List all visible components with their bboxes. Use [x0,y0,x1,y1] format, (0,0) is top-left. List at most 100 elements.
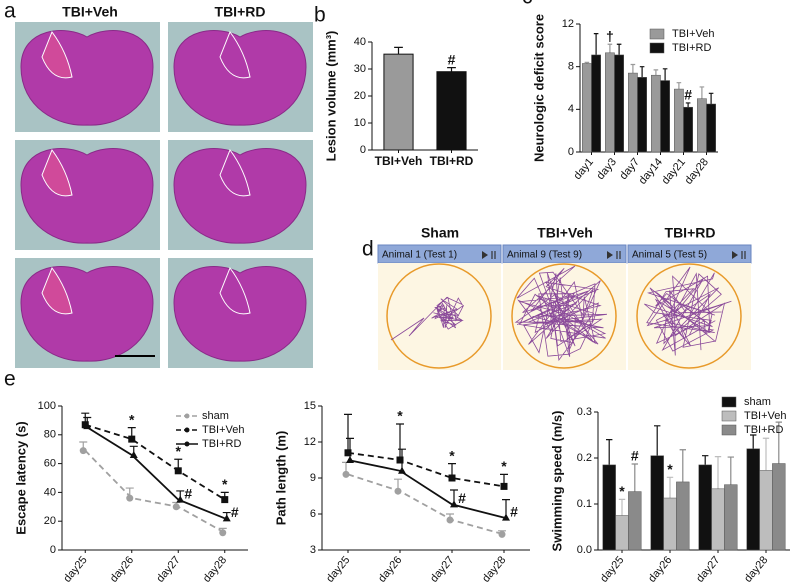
bar [746,448,760,551]
bar [706,103,716,153]
marker [128,435,136,443]
marker [500,482,508,490]
marker [174,467,182,475]
error-bar [699,86,705,99]
x-tick-label: day27 [154,554,182,585]
marker [172,503,180,511]
y-tick-label: 12 [562,18,574,30]
y-axis-label: Path length (m) [273,431,288,526]
error-bar [662,68,668,81]
legend-label: TBI+RD [744,424,783,436]
legend-marker [184,427,190,433]
marker [344,449,352,457]
error-bar [447,67,456,72]
annotation: * [449,447,455,463]
marker [83,422,92,430]
x-tick-label: day25 [61,554,89,585]
track-header-text: Animal 5 (Test 5) [632,250,707,261]
y-tick-label: 0.2 [577,452,592,464]
legend-swatch [721,424,737,436]
y-tick-label: 0 [360,144,366,156]
marker [396,456,404,464]
legend-label: sham [202,410,229,422]
annotation: * [667,461,673,477]
y-tick-label: 15 [304,400,316,412]
line [84,425,226,520]
bar [663,497,677,551]
marker [126,494,134,502]
bar [605,52,615,153]
marker [129,450,138,458]
marker [176,495,185,503]
y-tick-label: 10 [354,117,366,129]
lesion-outline [41,30,73,79]
marker [394,487,402,495]
line [84,450,226,534]
error-bar [607,43,613,53]
lesion-outline [41,148,73,197]
bar [660,80,670,153]
x-tick-label: day28 [201,554,229,585]
lesion-outline [219,266,251,315]
error-bar [750,434,757,449]
x-tick-label: day25 [324,554,352,585]
error-bar [616,43,622,55]
lesion-outline [41,266,73,315]
legend-swatch [649,28,665,40]
annotation: # [231,504,239,520]
error-bar [654,425,661,456]
y-tick-label: 12 [304,436,316,448]
pause-icon [741,251,746,259]
x-tick-label: day26 [646,554,674,585]
annotation: # [448,51,456,67]
error-bar [631,463,638,492]
bar [697,98,707,153]
y-tick-label: 80 [44,429,56,441]
legend-label: sham [744,396,771,408]
bar [628,491,642,551]
x-tick-label: day1 [571,156,596,182]
bar [683,106,693,153]
legend-swatch [721,410,737,422]
arena [386,263,492,369]
x-tick-label: TBI+Veh [375,154,423,168]
y-tick-label: 100 [38,400,56,412]
panel-label: c [522,0,533,9]
bar [591,54,601,153]
error-bar [702,455,709,465]
y-tick-label: 3 [310,544,316,556]
bar [711,488,725,551]
error-bar [396,423,404,460]
annotation: # [510,503,518,519]
error-bar [676,82,682,90]
error-bar [630,63,636,74]
error-bar [606,439,613,465]
error-bar [775,421,782,464]
panel-label: b [314,4,326,27]
x-tick-label: day28 [480,554,508,585]
error-bar [394,46,403,55]
y-tick-label: 40 [44,486,56,498]
error-bar [344,413,352,453]
column-title: TBI+Veh [62,4,118,20]
column-title: TBI+RD [215,4,266,20]
bar [383,53,414,151]
marker [79,447,87,455]
legend-label: TBI+RD [672,42,711,54]
marker [346,456,354,463]
error-bar [593,33,599,55]
y-tick-label: 0 [50,544,56,556]
y-tick-label: 30 [354,63,366,75]
legend-swatch [721,396,737,408]
play-icon [607,251,613,259]
error-bar [666,476,674,499]
annotation: # [458,490,466,506]
pause-icon [616,251,621,259]
panel-label: e [4,368,16,391]
marker [342,470,350,478]
annotation: * [397,408,403,424]
bar [602,464,616,551]
marker [219,529,227,537]
marker [446,516,454,524]
